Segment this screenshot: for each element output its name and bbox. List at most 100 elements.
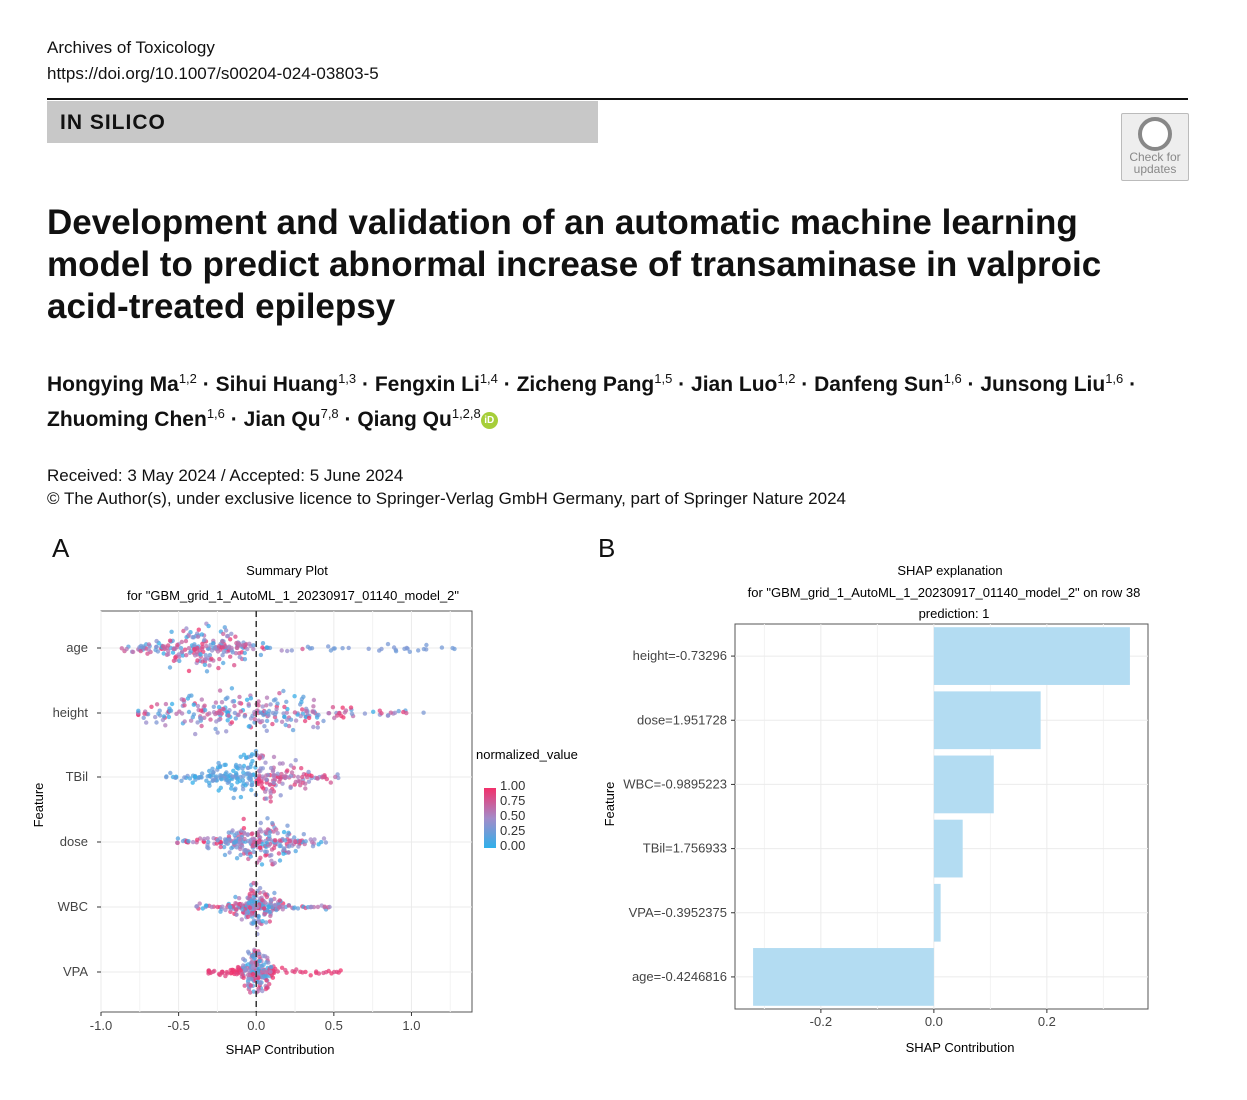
author[interactable]: Qiang Qu1,2,8 bbox=[357, 406, 480, 431]
data-point bbox=[250, 971, 256, 977]
doi-link[interactable]: https://doi.org/10.1007/s00204-024-03803… bbox=[47, 64, 379, 83]
data-point bbox=[294, 967, 299, 972]
data-point bbox=[323, 840, 329, 845]
data-point bbox=[240, 963, 246, 968]
data-point bbox=[233, 839, 239, 844]
data-point bbox=[257, 958, 262, 964]
data-point bbox=[243, 848, 248, 853]
data-point bbox=[245, 949, 251, 954]
data-point bbox=[203, 653, 208, 658]
data-point bbox=[244, 910, 249, 915]
data-point bbox=[209, 648, 215, 653]
data-point bbox=[130, 649, 136, 655]
data-point bbox=[119, 646, 125, 651]
data-point bbox=[279, 719, 285, 724]
data-point bbox=[264, 985, 270, 990]
legend-label: 0.50 bbox=[500, 808, 525, 823]
data-point bbox=[216, 665, 221, 671]
data-point bbox=[260, 645, 265, 650]
check-for-updates-button[interactable]: Check for updates bbox=[1121, 113, 1189, 181]
data-point bbox=[268, 969, 273, 975]
data-point bbox=[199, 632, 205, 637]
data-point bbox=[242, 650, 247, 656]
author[interactable]: Hongying Ma1,2 bbox=[47, 371, 197, 396]
data-point bbox=[300, 970, 305, 975]
data-point bbox=[200, 641, 205, 646]
author[interactable]: Fengxin Li1,4 bbox=[375, 371, 498, 396]
data-point bbox=[207, 768, 212, 774]
author[interactable]: Jian Qu7,8 bbox=[244, 406, 339, 431]
data-point bbox=[237, 840, 242, 845]
data-point bbox=[169, 629, 174, 634]
data-point bbox=[229, 686, 235, 691]
data-point bbox=[362, 711, 368, 716]
data-point bbox=[240, 907, 245, 912]
data-point bbox=[280, 904, 285, 909]
received-accepted: Received: 3 May 2024 / Accepted: 5 June … bbox=[47, 466, 404, 485]
data-point bbox=[275, 969, 280, 974]
data-point bbox=[265, 816, 270, 821]
data-point bbox=[194, 904, 199, 909]
data-point bbox=[241, 816, 246, 822]
data-point bbox=[258, 845, 263, 850]
data-point bbox=[260, 641, 266, 646]
data-point bbox=[258, 820, 263, 826]
author[interactable]: Jian Luo1,2 bbox=[691, 371, 795, 396]
data-point bbox=[213, 644, 218, 650]
data-point bbox=[272, 860, 277, 866]
data-point bbox=[238, 709, 243, 714]
author[interactable]: Sihui Huang1,3 bbox=[216, 371, 357, 396]
data-point bbox=[310, 844, 316, 849]
data-point bbox=[213, 726, 218, 732]
data-point bbox=[275, 831, 280, 836]
author[interactable]: Danfeng Sun1,6 bbox=[814, 371, 962, 396]
data-point bbox=[336, 970, 341, 975]
data-point bbox=[264, 718, 270, 724]
data-point bbox=[186, 668, 192, 674]
data-point bbox=[346, 645, 351, 651]
data-point bbox=[236, 896, 242, 901]
data-point bbox=[293, 838, 298, 844]
data-point bbox=[261, 953, 266, 959]
data-point bbox=[450, 645, 455, 651]
author-name: Jian Luo bbox=[691, 373, 778, 396]
data-point bbox=[156, 711, 161, 716]
data-point bbox=[349, 711, 355, 716]
data-point bbox=[404, 710, 409, 716]
data-point bbox=[202, 662, 208, 667]
data-point bbox=[234, 912, 239, 917]
author-name: Junsong Liu bbox=[980, 373, 1106, 396]
data-point bbox=[258, 652, 264, 658]
author[interactable]: Zicheng Pang1,5 bbox=[517, 371, 673, 396]
author[interactable]: Junsong Liu1,6 bbox=[980, 371, 1123, 396]
data-point bbox=[264, 978, 269, 983]
data-point bbox=[218, 844, 223, 850]
data-point bbox=[342, 710, 347, 715]
data-point bbox=[142, 711, 147, 716]
data-point bbox=[315, 721, 320, 726]
data-point bbox=[235, 645, 240, 651]
data-point bbox=[227, 850, 232, 855]
orcid-icon[interactable]: iD bbox=[480, 411, 498, 429]
data-point bbox=[240, 777, 246, 783]
data-point bbox=[264, 728, 269, 733]
data-point bbox=[290, 727, 296, 733]
data-point bbox=[244, 697, 250, 702]
data-point bbox=[225, 634, 230, 639]
data-point bbox=[199, 771, 205, 776]
data-point bbox=[168, 770, 173, 776]
data-point bbox=[196, 627, 201, 632]
data-point bbox=[239, 917, 244, 922]
separator: · bbox=[672, 373, 692, 396]
data-point bbox=[321, 718, 326, 724]
data-point bbox=[200, 644, 205, 650]
y-tick-label: height=-0.73296 bbox=[633, 648, 727, 663]
data-point bbox=[236, 712, 241, 718]
data-point bbox=[249, 787, 254, 793]
data-point bbox=[385, 641, 391, 647]
data-point bbox=[277, 843, 282, 849]
data-point bbox=[206, 839, 211, 845]
data-point bbox=[366, 646, 371, 651]
data-point bbox=[289, 770, 295, 775]
author[interactable]: Zhuoming Chen1,6 bbox=[47, 406, 225, 431]
